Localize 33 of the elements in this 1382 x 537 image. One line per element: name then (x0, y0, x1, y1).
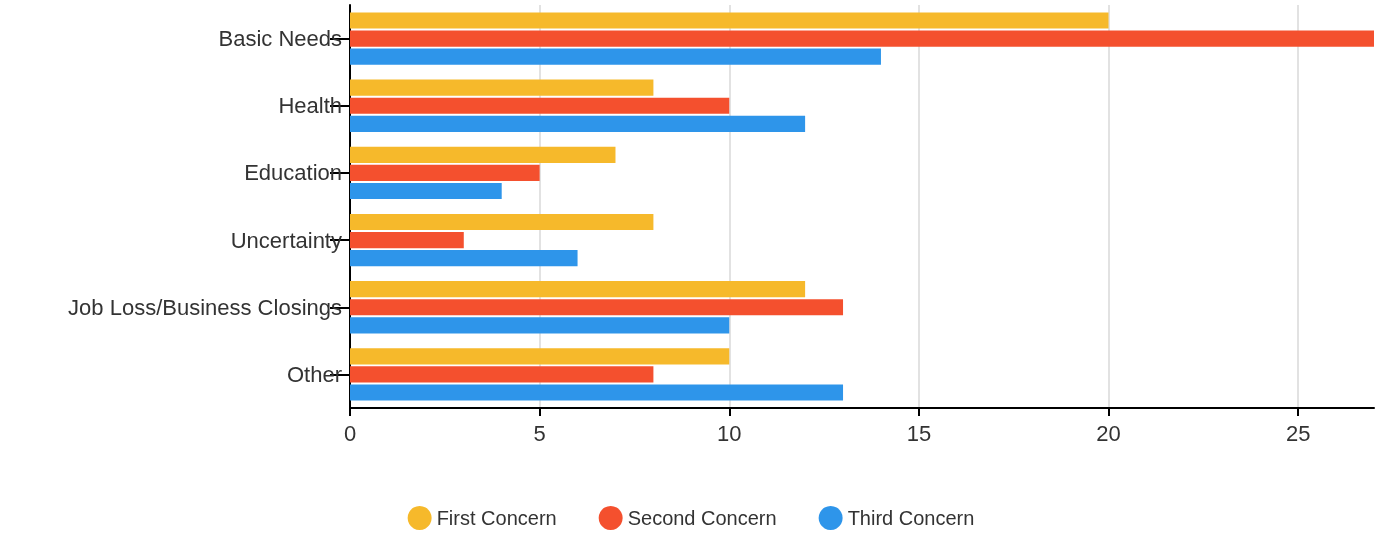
bar (350, 97, 730, 114)
bar (350, 182, 502, 200)
bar (350, 299, 844, 316)
y-tick-label: Other (286, 361, 342, 387)
legend-label: Third Concern (847, 507, 975, 529)
x-tick-label: 20 (1096, 420, 1121, 446)
bar (350, 366, 654, 383)
legend-label: Second Concern (627, 507, 777, 529)
bar (350, 213, 654, 231)
y-tick-label: Education (244, 160, 342, 186)
bar (350, 250, 578, 267)
bar (350, 164, 540, 181)
bar (350, 281, 806, 298)
y-tick-label: Uncertainty (230, 227, 342, 253)
x-tick-label: 5 (533, 420, 546, 446)
x-tick-label: 25 (1285, 420, 1311, 446)
bar (350, 348, 730, 365)
bar (350, 317, 730, 334)
bar (350, 146, 616, 163)
bar (350, 384, 844, 401)
bar (350, 48, 881, 65)
y-tick-label: Basic Needs (218, 26, 342, 52)
bar (350, 12, 1109, 29)
bar (350, 232, 464, 249)
x-tick-label: 15 (906, 420, 932, 446)
x-tick-label: 0 (343, 420, 357, 446)
x-tick-label: 10 (717, 420, 742, 446)
bar (350, 115, 806, 132)
y-tick-label: Health (278, 93, 342, 119)
legend-label: First Concern (436, 507, 557, 529)
bar (350, 30, 1374, 47)
bar (350, 79, 654, 96)
y-tick-label: Job Loss/Business Closings (68, 294, 342, 320)
